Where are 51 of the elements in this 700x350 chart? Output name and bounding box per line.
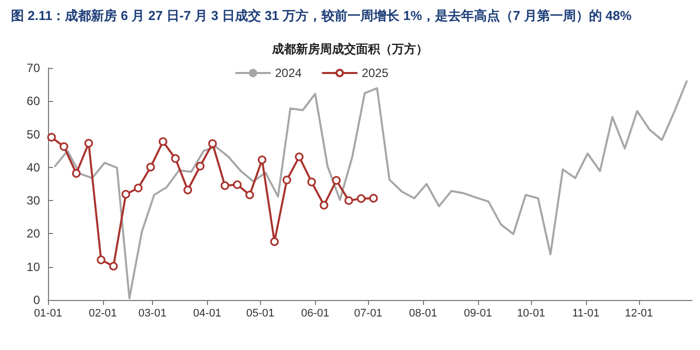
point [196, 162, 204, 170]
y-tick-label: 40 [26, 160, 40, 174]
point [60, 142, 68, 151]
x-tick-label: 11-01 [572, 308, 600, 320]
x-tick-label: 06-01 [301, 308, 330, 320]
point [122, 190, 130, 199]
point [72, 169, 81, 178]
x-tick-label: 02-01 [88, 308, 117, 320]
x-tick-label: 09-01 [464, 308, 492, 320]
point [146, 162, 155, 172]
chart-subtitle: 成都新房周成交面积（万方） [271, 42, 428, 56]
point [233, 180, 242, 189]
x-tick-label: 01-01 [34, 308, 62, 320]
y-tick-label: 0 [33, 293, 40, 307]
y-tick-label: 60 [26, 94, 40, 108]
point [158, 137, 168, 146]
point [183, 186, 192, 194]
point [220, 181, 230, 190]
point [84, 138, 93, 148]
x-tick-label: 10-01 [516, 308, 546, 320]
point [356, 194, 366, 203]
point [245, 190, 254, 200]
legend-label: 2024 [275, 66, 302, 80]
chart-title: 图 2.11：成都新房 6 月 27 日-7 月 3 日成交 31 万方，较前一周增长 1%，是去年高点（7 月第一周）的 48% [11, 8, 632, 23]
point [171, 154, 180, 163]
x-tick-label: 03-01 [138, 308, 166, 320]
point [258, 156, 266, 164]
y-tick-label: 50 [26, 127, 40, 142]
point [270, 237, 279, 246]
point [282, 176, 292, 184]
legend-label: 2025 [362, 66, 389, 80]
point [320, 200, 328, 210]
point [47, 132, 56, 142]
point [208, 139, 217, 148]
x-tick-label: 04-01 [193, 308, 222, 320]
point [307, 178, 316, 186]
point [109, 262, 118, 270]
point [294, 152, 304, 162]
point [134, 184, 143, 192]
x-tick-label: 05-01 [246, 308, 274, 320]
point [96, 256, 106, 264]
point [369, 194, 378, 203]
x-tick-label: 12-01 [624, 308, 653, 320]
point [344, 196, 354, 205]
x-tick-label: 07-01 [354, 308, 382, 320]
y-tick-label: 70 [26, 61, 40, 75]
x-tick-label: 08-01 [409, 308, 438, 320]
point [332, 176, 341, 185]
y-tick-label: 20 [26, 226, 40, 241]
y-tick-label: 30 [26, 194, 40, 208]
y-tick-label: 10 [26, 260, 40, 274]
